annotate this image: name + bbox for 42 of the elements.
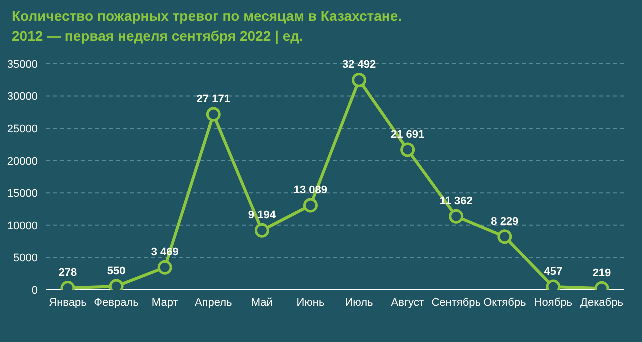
- data-label: 550: [107, 265, 126, 278]
- data-label: 278: [58, 267, 78, 280]
- point: [400, 142, 416, 158]
- point: [158, 260, 172, 275]
- point: [449, 209, 464, 224]
- data-label: 11 362: [440, 196, 473, 208]
- chart-title: Количество пожарных тревог по месяцам в Казахстане.: [12, 7, 402, 26]
- x-tick-label: Август: [391, 296, 424, 309]
- data-label: 32 492: [342, 59, 376, 72]
- y-tick-label: 15000: [7, 188, 38, 200]
- y-tick-label: 25000: [7, 123, 38, 136]
- y-tick-label: 20000: [7, 156, 38, 168]
- chart-subtitle: 2012 — первая неделя сентября 2022 | ед.: [12, 27, 304, 46]
- point: [303, 198, 318, 213]
- y-tick-label: 30000: [7, 91, 38, 104]
- y-tick-label: 10000: [7, 220, 38, 232]
- y-tick-label: 0: [32, 284, 38, 297]
- point: [352, 72, 367, 88]
- data-label: 8 229: [491, 216, 519, 228]
- x-tick-label: Апрель: [194, 296, 233, 309]
- x-tick-label: Декабрь: [580, 296, 624, 309]
- x-tick-label: Октябрь: [484, 296, 526, 309]
- data-label: 3 469: [151, 246, 179, 259]
- data-label: 13 089: [294, 184, 328, 196]
- data-label: 9 194: [248, 210, 277, 222]
- point: [498, 230, 512, 244]
- x-tick-label: Февраль: [94, 296, 140, 309]
- data-label: 457: [544, 266, 563, 278]
- y-tick-label: 5000: [14, 252, 38, 265]
- data-label: 27 171: [196, 94, 230, 106]
- point: [254, 223, 270, 238]
- x-tick-label: Ноябрь: [534, 296, 573, 309]
- y-tick-label: 35000: [7, 58, 38, 71]
- x-tick-label: Май: [251, 296, 273, 309]
- x-tick-label: Июль: [345, 296, 374, 309]
- x-tick-label: Январь: [49, 296, 88, 309]
- data-label: 219: [592, 268, 612, 280]
- x-tick-label: Сентябрь: [432, 296, 482, 309]
- x-tick-label: Март: [152, 296, 178, 309]
- point: [206, 107, 221, 122]
- x-tick-label: Июнь: [296, 296, 325, 309]
- data-label: 21 691: [390, 128, 425, 141]
